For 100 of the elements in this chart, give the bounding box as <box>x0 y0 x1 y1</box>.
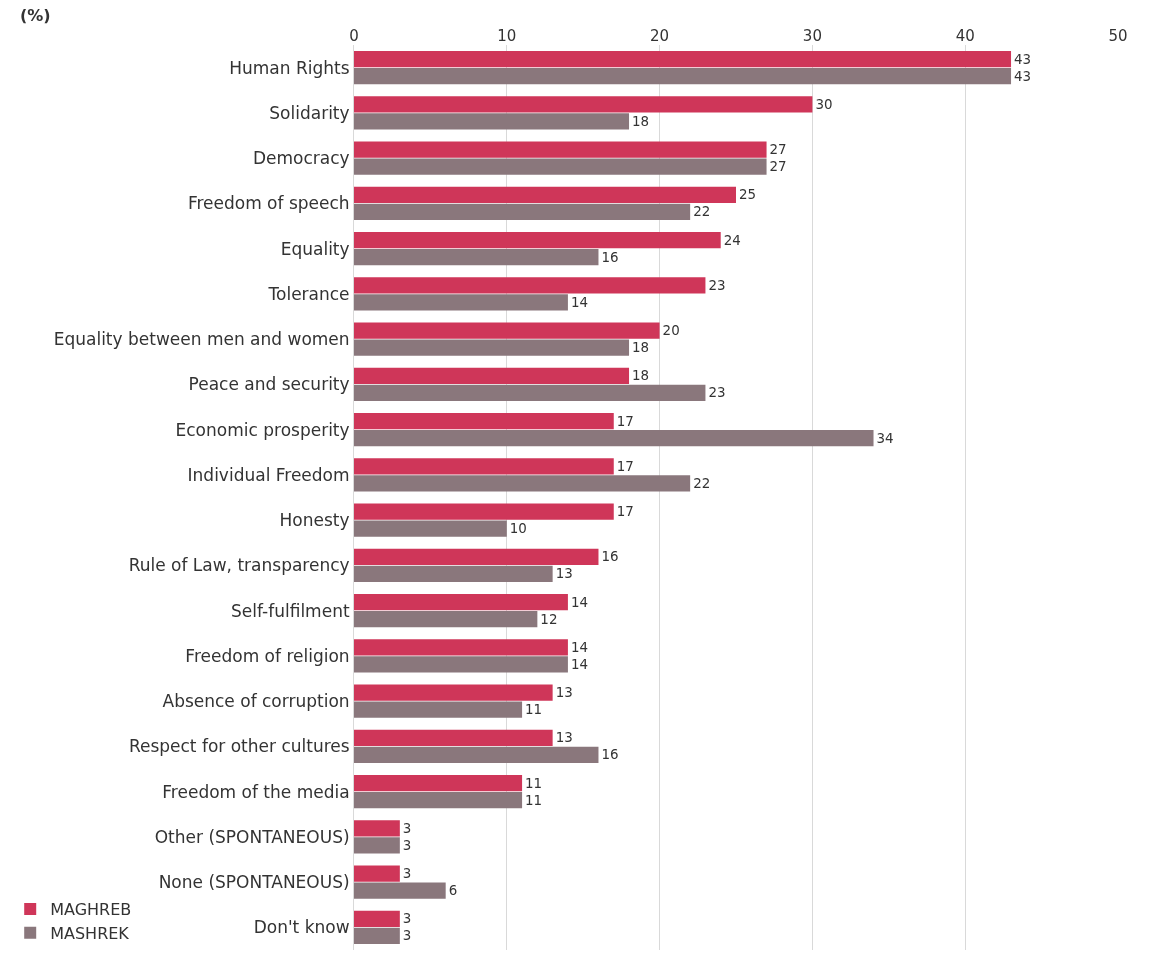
y-tick-label: None (SPONTANEOUS) <box>158 872 350 893</box>
bar <box>354 837 400 854</box>
data-label: 14 <box>570 656 589 672</box>
data-label: 43 <box>1014 51 1032 67</box>
x-tick-label: 20 <box>650 27 670 45</box>
data-label: 3 <box>402 928 412 944</box>
bar <box>354 322 660 339</box>
y-tick-label: Freedom of the media <box>162 781 350 802</box>
data-label: 25 <box>739 187 757 203</box>
y-tick-label: Human Rights <box>229 57 350 78</box>
bar <box>354 865 400 882</box>
data-label: 18 <box>632 113 650 129</box>
bar <box>354 413 614 430</box>
data-label: 27 <box>769 142 787 158</box>
data-label: 17 <box>616 458 634 474</box>
y-tick-label: Democracy <box>252 148 350 169</box>
x-tick-label: 10 <box>497 27 517 45</box>
y-tick-label: Rule of Law, transparency <box>128 555 350 576</box>
data-label: 18 <box>632 340 650 356</box>
bar <box>354 775 523 792</box>
data-label: 22 <box>693 475 711 491</box>
data-label: 23 <box>708 385 726 401</box>
y-tick-label: Freedom of speech <box>187 193 350 214</box>
x-tick-label: 40 <box>955 27 975 45</box>
bar <box>354 367 630 384</box>
y-tick-label: Equality between men and women <box>53 329 350 350</box>
bar <box>354 611 538 628</box>
y-tick-label: Freedom of religion <box>185 645 350 666</box>
bar <box>354 113 630 130</box>
data-label: 34 <box>876 430 894 446</box>
text: (%) <box>20 6 51 25</box>
data-label: 12 <box>540 611 558 627</box>
data-label: 17 <box>616 504 634 520</box>
data-label: 43 <box>1014 68 1032 84</box>
data-label: 24 <box>723 232 741 248</box>
bar <box>354 339 630 356</box>
bar <box>354 565 553 582</box>
bar <box>354 910 400 927</box>
data-label: 3 <box>402 911 412 927</box>
x-tick-label: 50 <box>1108 27 1128 45</box>
bar <box>354 475 691 492</box>
bar <box>354 639 568 656</box>
data-label: 3 <box>402 820 412 836</box>
x-tick-label: 30 <box>802 27 822 45</box>
y-tick-label: Tolerance <box>267 283 350 304</box>
bar <box>354 203 691 220</box>
y-tick-label: Absence of corruption <box>162 691 350 712</box>
bar <box>354 430 874 447</box>
bar <box>354 701 523 718</box>
bar <box>354 594 568 611</box>
data-label: 13 <box>555 566 573 582</box>
y-tick-label: Individual Freedom <box>187 464 350 485</box>
legend-label: MASHREK <box>50 923 130 943</box>
bar <box>354 68 1012 85</box>
y-tick-label: Self-fulfilment <box>231 600 350 621</box>
bar <box>354 51 1012 68</box>
y-tick-label: Don't know <box>253 917 350 938</box>
bar <box>354 520 507 537</box>
bar <box>354 792 523 809</box>
data-label: 22 <box>693 204 711 220</box>
data-label: 14 <box>570 594 589 610</box>
bar <box>354 882 446 899</box>
data-label: 16 <box>601 549 619 565</box>
data-label: 3 <box>402 837 412 853</box>
y-tick-label: Other (SPONTANEOUS) <box>154 826 350 847</box>
data-label: 18 <box>632 368 650 384</box>
bar <box>354 158 767 175</box>
y-tick-label: Respect for other cultures <box>128 736 350 757</box>
data-label: 16 <box>601 747 619 763</box>
data-label: 11 <box>525 792 543 808</box>
data-label: 27 <box>769 159 787 175</box>
legend-label: MAGHREB <box>50 900 132 920</box>
data-label: 11 <box>525 775 543 791</box>
bar <box>354 294 568 311</box>
data-label: 20 <box>662 323 680 339</box>
data-label: 16 <box>601 249 619 265</box>
data-label: 23 <box>708 277 726 293</box>
y-tick-label: Equality <box>280 238 350 259</box>
data-label: 6 <box>448 883 458 899</box>
bar <box>354 186 736 203</box>
data-label: 17 <box>616 413 634 429</box>
y-tick-label: Solidarity <box>269 102 350 123</box>
bar <box>354 820 400 837</box>
data-label: 13 <box>555 730 573 746</box>
bar <box>354 384 706 401</box>
bar <box>354 927 400 944</box>
bar <box>354 503 614 520</box>
bar <box>354 277 706 294</box>
bar <box>354 729 553 746</box>
data-label: 10 <box>509 521 527 537</box>
y-tick-label: Economic prosperity <box>175 419 350 440</box>
bar <box>354 656 568 673</box>
bar <box>354 232 721 249</box>
bar <box>354 684 553 701</box>
bar <box>354 548 599 565</box>
bar <box>354 96 813 113</box>
x-tick-label: 0 <box>349 27 359 45</box>
bar <box>354 458 614 475</box>
bar <box>354 746 599 763</box>
data-label: 30 <box>815 96 833 112</box>
